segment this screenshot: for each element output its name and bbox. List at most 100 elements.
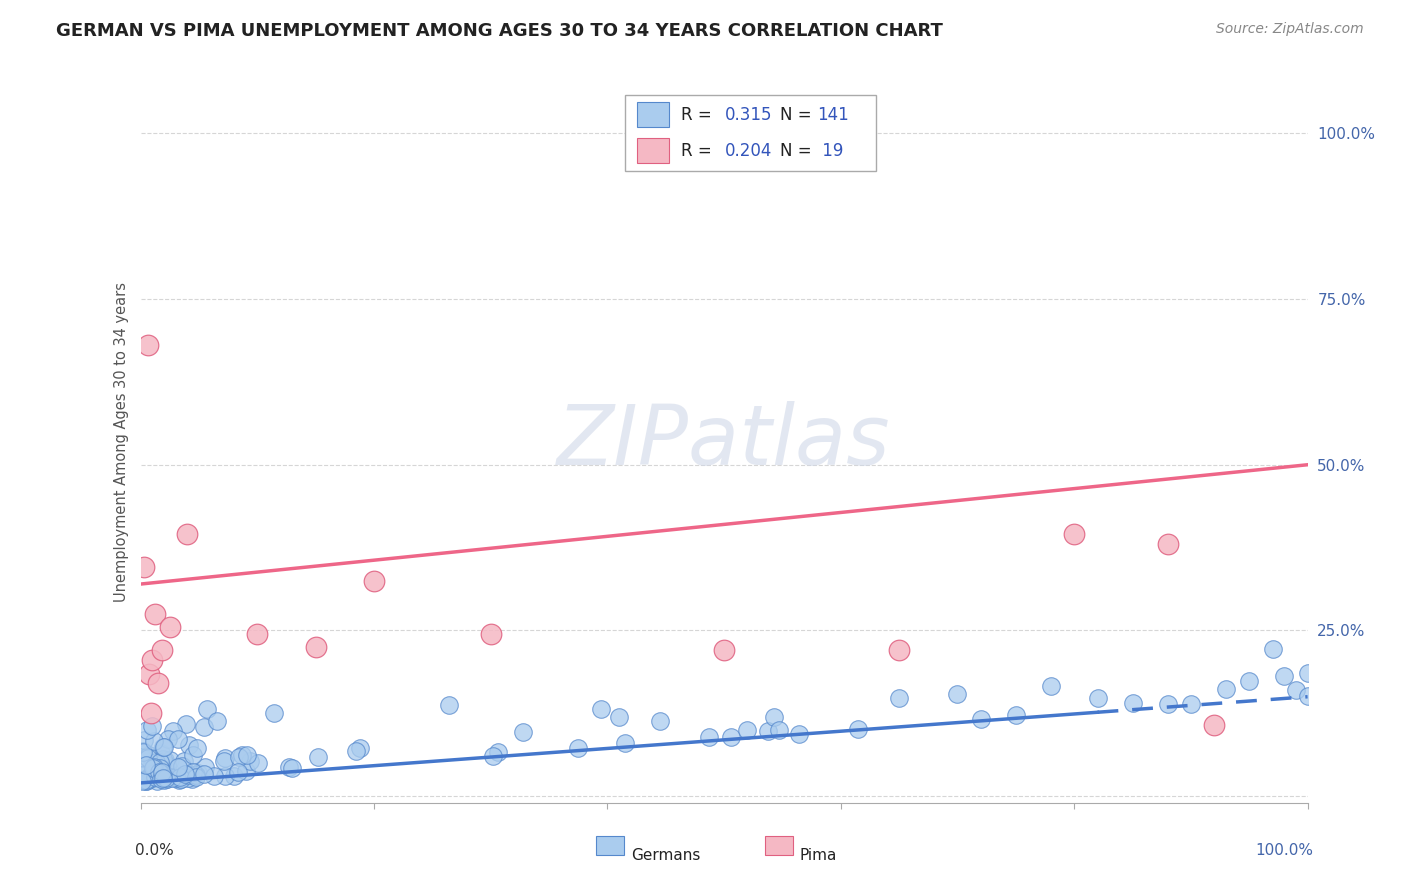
Point [195, 701, 218, 715]
Point [149, 761, 172, 775]
Point [177, 771, 200, 785]
Text: 0.204: 0.204 [725, 142, 773, 160]
Point [131, 773, 153, 788]
Text: R =: R = [681, 105, 717, 124]
Point [1039, 679, 1062, 693]
Point [512, 724, 534, 739]
Point [159, 620, 181, 634]
Point [768, 723, 790, 738]
Point [183, 767, 205, 781]
Point [848, 723, 870, 737]
Point [145, 764, 167, 778]
Point [135, 773, 157, 788]
Point [136, 751, 159, 765]
Point [153, 758, 176, 772]
Text: 0.0%: 0.0% [135, 843, 173, 857]
Point [180, 772, 202, 786]
Point [146, 770, 169, 784]
Point [214, 769, 236, 783]
Point [136, 338, 159, 352]
Point [277, 760, 299, 774]
Point [146, 773, 169, 788]
Text: R =: R = [681, 142, 717, 160]
Point [181, 748, 204, 763]
Point [149, 756, 172, 770]
Point [263, 706, 285, 721]
Point [238, 755, 260, 769]
Point [1180, 697, 1202, 711]
Y-axis label: Unemployment Among Ages 30 to 34 years: Unemployment Among Ages 30 to 34 years [114, 282, 129, 601]
Point [135, 774, 157, 789]
Point [138, 666, 160, 681]
Point [132, 751, 155, 765]
Point [153, 753, 176, 767]
Point [157, 732, 180, 747]
Point [131, 768, 153, 782]
Point [1215, 682, 1237, 697]
Point [186, 771, 208, 785]
Point [150, 769, 173, 783]
Point [172, 759, 194, 773]
Point [160, 771, 183, 785]
Text: 0.315: 0.315 [725, 105, 773, 124]
Point [152, 763, 174, 777]
Point [170, 772, 193, 786]
Point [613, 736, 636, 750]
Point [150, 764, 173, 779]
Text: ZIPatlas: ZIPatlas [557, 401, 891, 482]
Point [482, 748, 505, 763]
Point [1239, 673, 1261, 688]
Point [150, 643, 173, 657]
Point [567, 741, 589, 756]
Text: Pima: Pima [800, 847, 838, 863]
Point [153, 772, 176, 787]
Point [148, 766, 170, 780]
Point [152, 751, 174, 765]
Point [132, 751, 155, 765]
Point [159, 753, 181, 767]
Point [162, 724, 184, 739]
Point [150, 767, 173, 781]
Point [183, 765, 205, 780]
Text: N =: N = [780, 105, 817, 124]
Point [149, 746, 172, 760]
Point [141, 758, 163, 772]
Point [143, 770, 166, 784]
Point [131, 773, 153, 788]
Point [194, 760, 217, 774]
Point [607, 709, 630, 723]
Point [1285, 682, 1308, 697]
Text: 19: 19 [817, 142, 844, 160]
Point [713, 643, 735, 657]
Point [142, 770, 165, 784]
Point [344, 744, 367, 758]
Point [146, 757, 169, 772]
Point [138, 771, 160, 785]
Point [193, 767, 215, 781]
Point [650, 714, 672, 728]
Point [720, 730, 742, 744]
Point [889, 690, 911, 705]
Bar [637, 102, 669, 128]
Point [1261, 642, 1284, 657]
Point [970, 713, 993, 727]
Point [135, 758, 157, 772]
Point [1296, 689, 1319, 703]
Point [235, 764, 257, 778]
Point [307, 750, 329, 764]
Point [141, 768, 163, 782]
Point [174, 768, 197, 782]
Point [363, 574, 385, 588]
Point [756, 724, 779, 739]
Point [179, 738, 201, 752]
Point [165, 771, 187, 785]
Point [142, 766, 165, 780]
Point [349, 741, 371, 756]
Point [132, 560, 155, 574]
Point [152, 739, 174, 754]
Point [142, 734, 165, 748]
Point [186, 768, 208, 782]
Point [174, 716, 197, 731]
Point [236, 748, 259, 763]
Point [224, 769, 246, 783]
